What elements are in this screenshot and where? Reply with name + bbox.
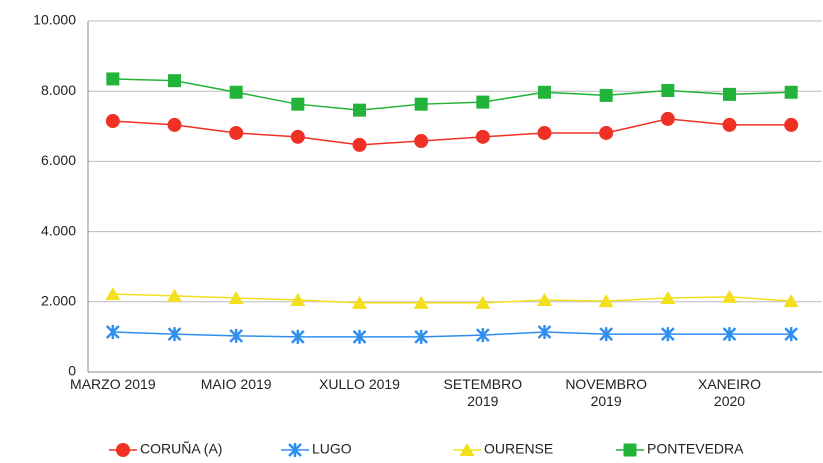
marker <box>228 290 244 304</box>
marker <box>660 111 675 126</box>
marker <box>414 97 428 111</box>
legend-label: CORUÑA (A) <box>140 441 222 457</box>
y-tick-label: 4.000 <box>41 222 76 238</box>
x-tick-label: XANEIRO 2020 <box>697 376 761 409</box>
marker <box>290 129 305 144</box>
series-line <box>112 78 792 111</box>
legend-marker <box>116 443 130 457</box>
series-line <box>112 331 792 338</box>
marker <box>167 117 182 132</box>
marker <box>599 88 613 102</box>
marker <box>722 117 737 132</box>
x-tick-label: SETEMBRO 2019 <box>443 376 523 409</box>
marker <box>414 134 429 149</box>
legend-label: OURENSE <box>484 441 553 457</box>
marker <box>229 125 244 140</box>
marker <box>167 288 182 302</box>
marker <box>783 294 799 308</box>
x-tick-label: MAIO 2019 <box>200 376 272 392</box>
marker <box>598 294 614 308</box>
marker <box>290 329 305 344</box>
x-tick-label: NOVEMBRO 2019 <box>565 376 647 409</box>
marker <box>660 327 675 342</box>
x-tick-label: MARZO 2019 <box>70 376 156 392</box>
marker <box>475 129 490 144</box>
legend-marker <box>288 443 302 457</box>
marker <box>660 290 676 304</box>
y-tick-label: 0 <box>68 363 76 379</box>
y-tick-label: 8.000 <box>41 82 76 98</box>
marker <box>291 97 305 111</box>
marker <box>538 85 551 99</box>
marker <box>784 85 798 99</box>
marker <box>475 295 491 309</box>
marker <box>352 137 367 152</box>
marker <box>722 327 737 342</box>
marker <box>168 74 181 88</box>
series-line <box>112 118 792 146</box>
marker <box>352 295 367 309</box>
marker <box>229 328 244 343</box>
marker <box>723 87 736 101</box>
marker <box>476 95 490 109</box>
marker <box>599 327 614 342</box>
marker <box>722 289 737 303</box>
marker <box>537 324 552 339</box>
marker <box>352 329 367 344</box>
marker <box>537 125 552 140</box>
marker <box>413 295 429 309</box>
y-tick-label: 2.000 <box>41 293 76 309</box>
y-tick-label: 10.000 <box>33 12 76 28</box>
marker <box>290 293 306 307</box>
marker <box>167 327 182 342</box>
legend-marker <box>459 443 475 456</box>
marker <box>229 85 243 99</box>
series-line <box>112 293 792 304</box>
marker <box>106 72 120 86</box>
marker <box>784 327 799 342</box>
legend-marker <box>623 443 637 457</box>
marker <box>661 83 675 97</box>
marker <box>105 287 121 301</box>
marker <box>414 329 429 344</box>
marker <box>599 125 614 140</box>
legend-label: PONTEVEDRA <box>647 441 744 457</box>
marker <box>475 328 490 343</box>
legend-label: LUGO <box>312 441 352 457</box>
y-tick-label: 6.000 <box>41 152 76 168</box>
marker <box>105 324 120 339</box>
marker <box>537 293 552 307</box>
marker <box>105 114 120 129</box>
marker <box>784 117 799 132</box>
x-tick-label: XULLO 2019 <box>319 376 400 392</box>
marker <box>353 103 366 117</box>
